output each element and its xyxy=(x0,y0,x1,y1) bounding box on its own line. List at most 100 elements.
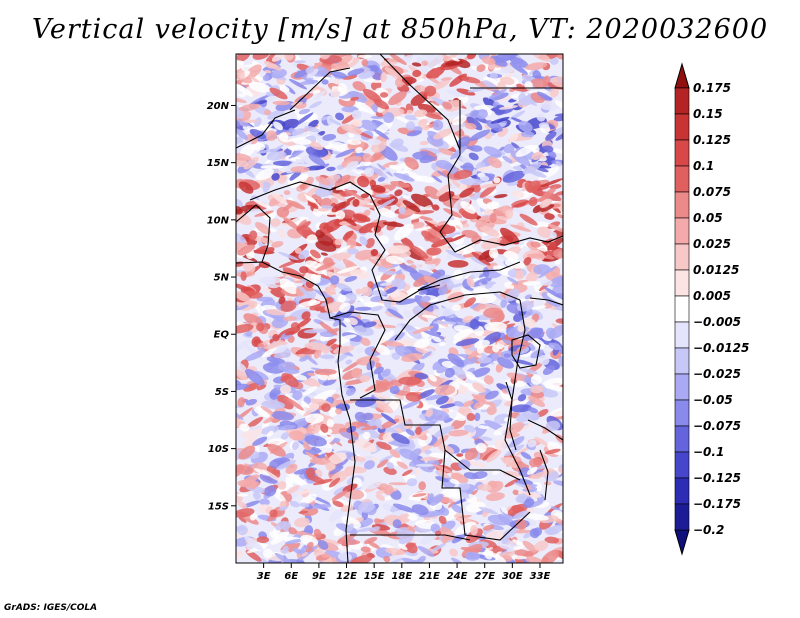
field-blob xyxy=(540,549,560,563)
field-blob xyxy=(243,382,260,392)
field-blob xyxy=(399,448,418,461)
field-blob xyxy=(360,337,371,346)
field-blob xyxy=(299,356,308,362)
field-blob xyxy=(523,498,535,508)
field-blob xyxy=(326,418,335,428)
field-blob xyxy=(320,252,328,256)
field-blob xyxy=(239,474,259,487)
field-blob xyxy=(469,318,480,330)
field-blob xyxy=(517,393,527,402)
field-blob xyxy=(269,87,288,100)
field-blob xyxy=(256,148,279,154)
field-blob xyxy=(438,191,455,202)
field-blob xyxy=(455,521,477,535)
field-blob xyxy=(540,204,555,212)
field-blob xyxy=(409,245,429,259)
field-blob xyxy=(278,228,286,239)
field-blob xyxy=(453,325,475,334)
colorbar-label: 0.075 xyxy=(693,185,731,199)
field-blob xyxy=(307,372,316,377)
field-blob xyxy=(543,286,562,299)
field-blob xyxy=(396,461,409,470)
field-blob xyxy=(446,254,453,260)
field-blob xyxy=(511,190,525,198)
field-blob xyxy=(409,459,421,469)
field-blob xyxy=(337,294,347,303)
field-blob xyxy=(313,90,327,101)
field-blob xyxy=(236,60,244,71)
field-blob xyxy=(512,529,532,534)
field-blob xyxy=(352,213,371,222)
field-blob xyxy=(340,505,351,512)
field-blob xyxy=(262,469,282,482)
field-blob xyxy=(352,198,360,207)
field-blob xyxy=(517,324,525,333)
field-blob xyxy=(392,114,412,125)
field-blob xyxy=(500,456,518,469)
field-blob xyxy=(379,454,394,463)
field-blob xyxy=(321,403,331,412)
field-blob xyxy=(370,305,383,312)
field-blob xyxy=(379,282,393,286)
field-blob xyxy=(515,270,525,280)
field-blob xyxy=(342,483,358,493)
field-blob xyxy=(287,398,304,411)
field-blob xyxy=(275,520,287,531)
field-blob xyxy=(392,503,415,513)
field-blob xyxy=(459,187,475,198)
field-blob xyxy=(431,237,454,248)
field-blob xyxy=(255,168,274,181)
field-blob xyxy=(424,220,444,234)
field-blob xyxy=(406,130,422,137)
colorbar-segment xyxy=(674,451,690,479)
field-blob xyxy=(449,548,459,557)
field-blob xyxy=(237,501,248,509)
field-blob xyxy=(382,368,391,377)
field-blob xyxy=(506,276,519,285)
field-blob xyxy=(335,183,352,191)
field-blob xyxy=(326,166,336,172)
field-blob xyxy=(370,526,381,532)
field-blob xyxy=(360,425,379,431)
field-blob xyxy=(272,334,280,342)
field-blob xyxy=(237,397,246,408)
field-blob xyxy=(443,110,467,117)
field-blob xyxy=(389,449,401,458)
field-blob xyxy=(512,489,520,496)
field-blob xyxy=(303,328,328,334)
field-blob xyxy=(376,459,389,469)
field-blob xyxy=(459,183,468,191)
field-blob xyxy=(472,382,487,393)
field-blob xyxy=(331,201,347,213)
field-blob xyxy=(257,343,265,348)
field-blob xyxy=(432,119,444,131)
field-blob xyxy=(470,302,479,309)
field-blob xyxy=(502,170,525,183)
field-blob xyxy=(425,408,434,418)
field-blob xyxy=(300,493,317,505)
field-blob xyxy=(487,88,507,100)
colorbar-segment xyxy=(674,243,690,271)
field-blob xyxy=(466,277,475,288)
colorbar-label: −0.1 xyxy=(693,445,724,459)
field-blob xyxy=(362,431,371,440)
colorbar-label: 0.175 xyxy=(693,81,731,95)
field-blob xyxy=(402,469,413,477)
field-blob xyxy=(237,244,256,256)
field-blob xyxy=(526,466,538,475)
longitude-axis: 3E 6E 9E 12E 15E 18E 21E 24E 27E 30E 33E xyxy=(257,563,551,582)
field-blob xyxy=(383,112,395,124)
field-blob xyxy=(288,527,298,535)
field-blob xyxy=(285,476,304,486)
field-blob xyxy=(532,527,543,537)
field-blob xyxy=(523,376,533,382)
field-blob xyxy=(329,466,344,475)
field-blob xyxy=(447,353,465,368)
border-car-drc xyxy=(417,261,521,291)
field-blob xyxy=(511,200,534,208)
field-blob xyxy=(261,400,286,409)
field-blob xyxy=(293,374,308,381)
field-blob xyxy=(494,54,515,64)
field-blob xyxy=(524,318,537,329)
field-blob xyxy=(451,365,467,380)
